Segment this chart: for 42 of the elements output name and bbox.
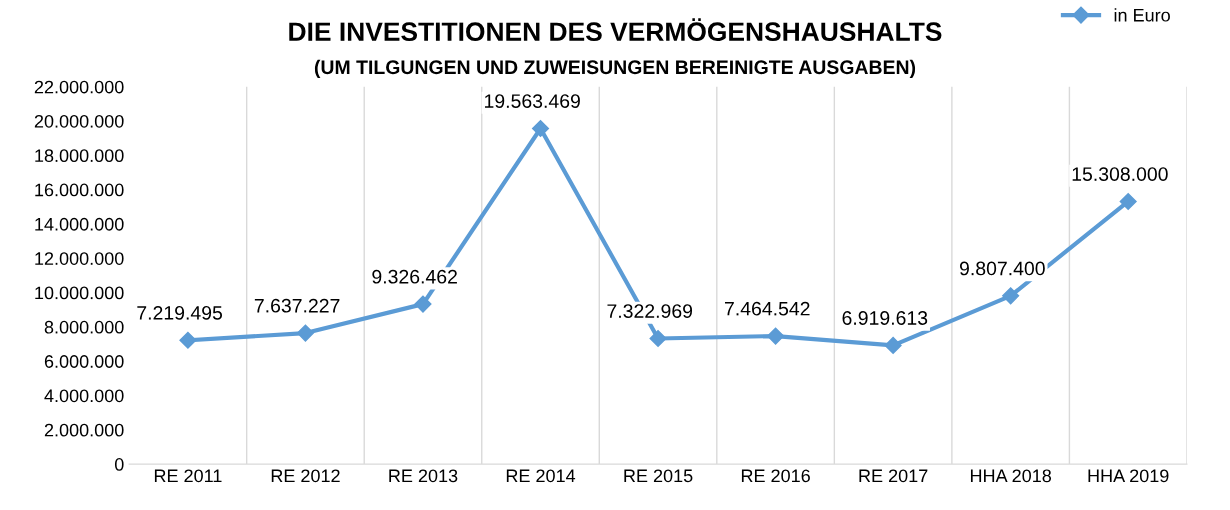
x-tick-label: RE 2013 xyxy=(389,469,458,483)
chart-subtitle: (UM TILGUNGEN UND ZUWEISUNGEN BEREINIGTE AUSGABEN) xyxy=(314,59,916,78)
text: 19.563.469 xyxy=(485,94,580,108)
x-tick-label: RE 2016 xyxy=(741,469,810,483)
point xyxy=(531,119,550,138)
text: 7.322.969 xyxy=(607,304,693,318)
y-tick-label: 4.000.000 xyxy=(44,389,124,403)
text: 9.807.400 xyxy=(959,261,1045,276)
text: 15.308.000 xyxy=(1072,167,1168,181)
point xyxy=(767,327,785,345)
point xyxy=(179,331,197,349)
y-tick-label: 12.000.000 xyxy=(35,252,124,265)
text: 7.637.227 xyxy=(254,298,340,313)
x-tick-label: RE 2017 xyxy=(859,469,928,483)
y-tick-label: 20.000.000 xyxy=(34,114,124,128)
y-tick-label: 18.000.000 xyxy=(35,149,124,163)
point xyxy=(1002,287,1020,305)
text: 9.326.462 xyxy=(372,269,457,284)
x-tick-label: HHA 2018 xyxy=(970,469,1052,483)
y-tick-label: 2.000.000 xyxy=(44,423,124,437)
legend-label: in Euro xyxy=(1114,8,1170,22)
y-tick-label: 8.000.000 xyxy=(44,320,124,334)
x-tick-label: RE 2011 xyxy=(154,469,222,483)
y-tick-label: 0 xyxy=(114,458,124,471)
point xyxy=(649,329,667,348)
x-tick-label: RE 2014 xyxy=(506,469,576,483)
text: 6.919.613 xyxy=(842,311,928,325)
y-tick-label: 22.000.000 xyxy=(34,80,124,94)
x-tick-label: RE 2012 xyxy=(271,469,340,483)
point xyxy=(414,295,432,313)
point xyxy=(1119,192,1137,211)
text: 7.219.495 xyxy=(137,305,223,320)
y-tick-label: 10.000.000 xyxy=(35,286,124,300)
y-tick-label: 16.000.000 xyxy=(35,183,124,197)
chart-title: DIE INVESTITIONEN DES VERMÖGENSHAUSHALTS xyxy=(289,18,942,42)
text: 7.464.542 xyxy=(725,301,810,316)
point xyxy=(296,324,315,342)
y-tick-label: 14.000.000 xyxy=(35,217,124,231)
x-tick-label: HHA 2019 xyxy=(1088,469,1169,483)
point xyxy=(884,336,902,354)
x-tick-label: RE 2015 xyxy=(624,469,693,483)
y-tick-label: 6.000.000 xyxy=(44,355,124,368)
